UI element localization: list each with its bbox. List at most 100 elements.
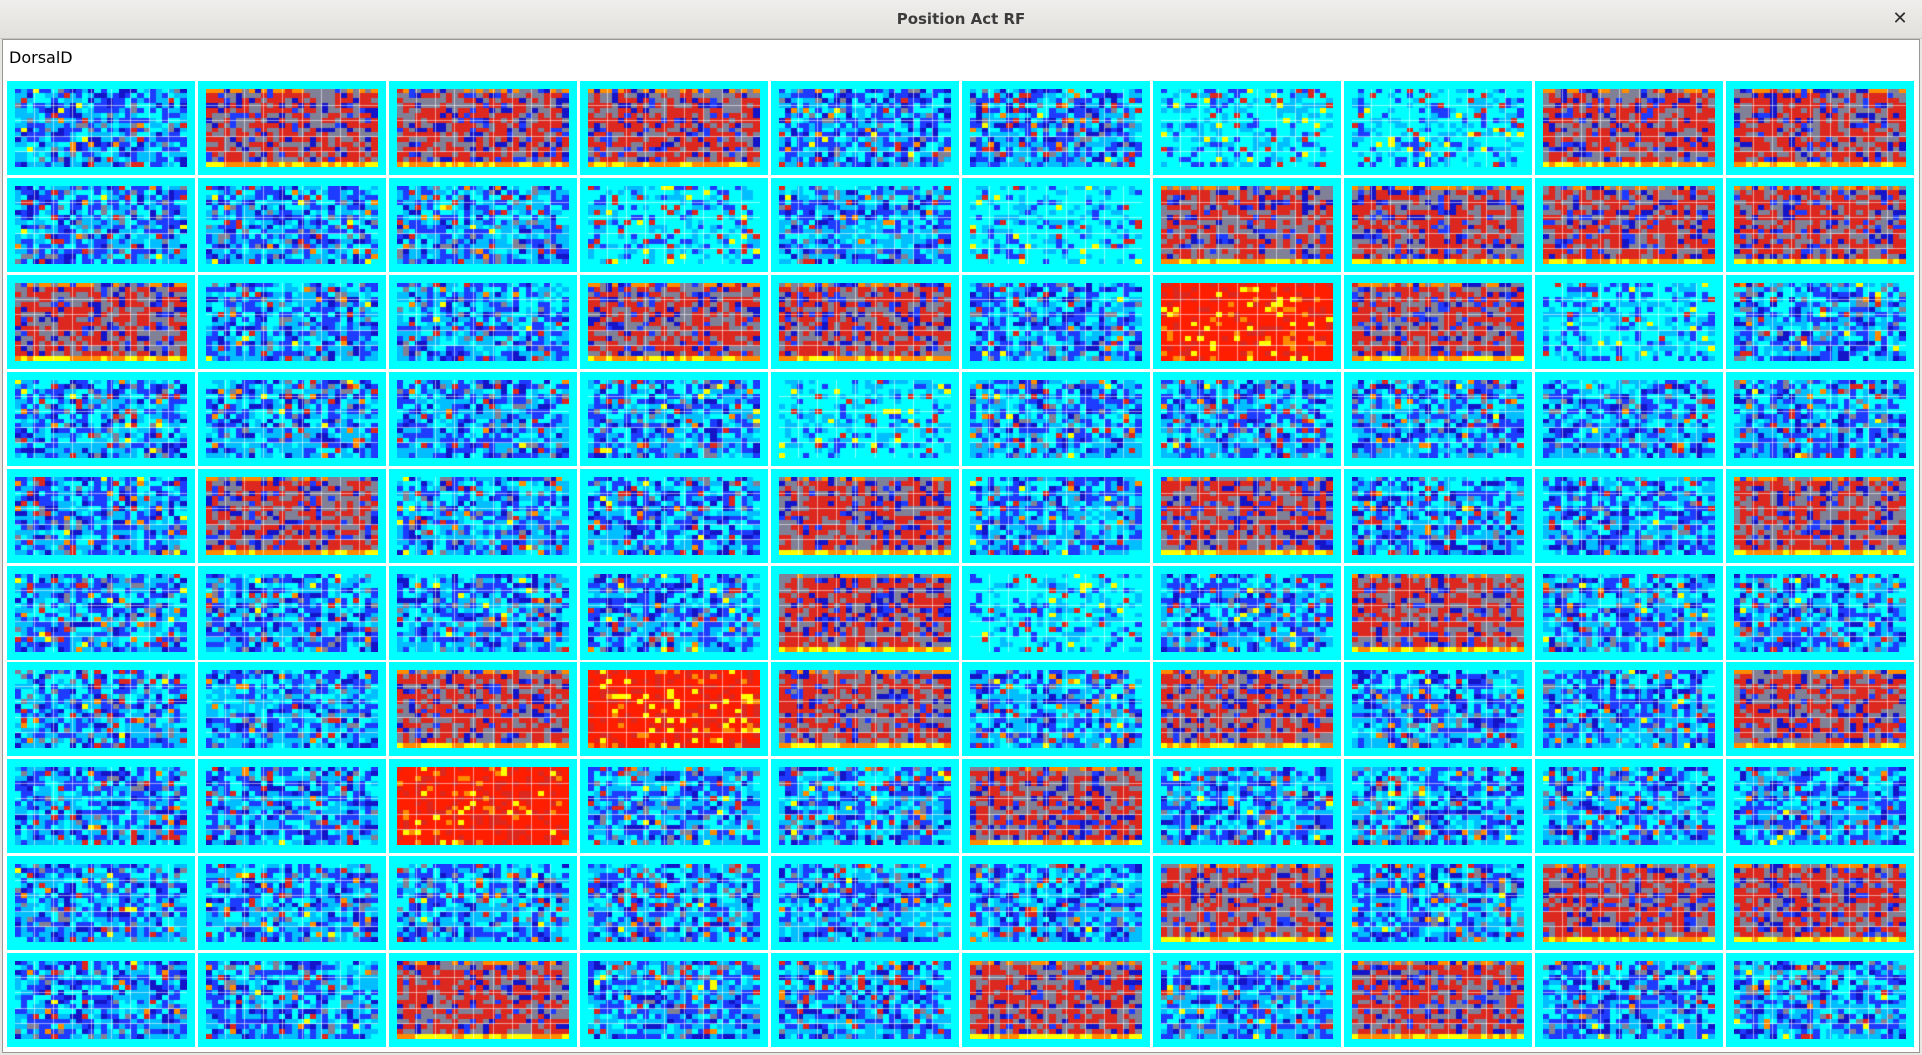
rf-heatmap (1161, 767, 1333, 845)
rf-cell (1535, 662, 1723, 756)
rf-cell (771, 566, 959, 660)
rf-heatmap (970, 864, 1142, 942)
rf-heatmap (15, 380, 187, 458)
rf-cell (389, 372, 577, 466)
rf-heatmap (779, 89, 951, 167)
close-icon[interactable]: ✕ (1892, 8, 1908, 29)
rf-heatmap (1734, 89, 1906, 167)
rf-heatmap (397, 186, 569, 264)
rf-cell (1153, 953, 1341, 1047)
rf-cell (962, 953, 1150, 1047)
window-titlebar: Position Act RF ✕ (0, 0, 1922, 39)
rf-cell (580, 662, 768, 756)
rf-cell (1535, 372, 1723, 466)
window-title: Position Act RF (896, 10, 1026, 28)
rf-cell (198, 469, 386, 563)
rf-heatmap (206, 767, 378, 845)
rf-cell (7, 856, 195, 950)
rf-heatmap (1543, 670, 1715, 748)
rf-heatmap (206, 477, 378, 555)
rf-cell (1153, 662, 1341, 756)
rf-cell (1726, 953, 1914, 1047)
rf-heatmap (970, 767, 1142, 845)
rf-heatmap (206, 380, 378, 458)
rf-heatmap (1543, 380, 1715, 458)
receptive-field-grid (6, 80, 1916, 1049)
rf-heatmap (588, 283, 760, 361)
rf-cell (1726, 662, 1914, 756)
rf-cell (7, 469, 195, 563)
rf-heatmap (15, 186, 187, 264)
rf-heatmap (206, 961, 378, 1039)
rf-heatmap (588, 477, 760, 555)
rf-heatmap (1734, 670, 1906, 748)
rf-cell (1726, 759, 1914, 853)
rf-heatmap (1734, 767, 1906, 845)
rf-cell (198, 856, 386, 950)
rf-heatmap (1734, 961, 1906, 1039)
rf-cell (1726, 469, 1914, 563)
rf-cell (7, 759, 195, 853)
rf-cell (7, 275, 195, 369)
rf-cell (389, 81, 577, 175)
rf-cell (1344, 759, 1532, 853)
rf-heatmap (970, 89, 1142, 167)
rf-heatmap (1161, 864, 1333, 942)
rf-cell (580, 178, 768, 272)
rf-heatmap (970, 283, 1142, 361)
rf-cell (1153, 81, 1341, 175)
rf-cell (1344, 275, 1532, 369)
rf-heatmap (1161, 961, 1333, 1039)
rf-cell (389, 566, 577, 660)
rf-cell (1535, 178, 1723, 272)
rf-cell (198, 566, 386, 660)
rf-heatmap (1352, 89, 1524, 167)
rf-heatmap (1161, 283, 1333, 361)
rf-cell (580, 856, 768, 950)
rf-cell (580, 275, 768, 369)
rf-heatmap (1543, 961, 1715, 1039)
rf-heatmap (970, 961, 1142, 1039)
rf-cell (962, 178, 1150, 272)
rf-cell (1535, 81, 1723, 175)
rf-cell (1153, 178, 1341, 272)
rf-heatmap (1352, 767, 1524, 845)
rf-cell (1344, 856, 1532, 950)
rf-heatmap (1352, 283, 1524, 361)
rf-cell (1535, 469, 1723, 563)
rf-cell (580, 759, 768, 853)
rf-heatmap (588, 961, 760, 1039)
rf-heatmap (1543, 767, 1715, 845)
rf-cell (1726, 372, 1914, 466)
rf-cell (771, 178, 959, 272)
rf-heatmap (1352, 864, 1524, 942)
rf-cell (1726, 275, 1914, 369)
rf-cell (962, 856, 1150, 950)
rf-heatmap (397, 477, 569, 555)
rf-heatmap (1352, 477, 1524, 555)
rf-heatmap (1543, 574, 1715, 652)
rf-cell (962, 566, 1150, 660)
rf-cell (1153, 469, 1341, 563)
rf-cell (1153, 275, 1341, 369)
rf-cell (1726, 856, 1914, 950)
rf-cell (1344, 372, 1532, 466)
rf-cell (389, 953, 577, 1047)
rf-cell (771, 953, 959, 1047)
rf-heatmap (779, 574, 951, 652)
rf-cell (1153, 856, 1341, 950)
rf-cell (771, 81, 959, 175)
rf-heatmap (779, 380, 951, 458)
rf-cell (389, 662, 577, 756)
rf-cell (7, 81, 195, 175)
rf-heatmap (1161, 89, 1333, 167)
rf-heatmap (779, 477, 951, 555)
rf-heatmap (1543, 864, 1715, 942)
rf-cell (771, 662, 959, 756)
rf-heatmap (1161, 574, 1333, 652)
rf-cell (1726, 81, 1914, 175)
rf-cell (389, 759, 577, 853)
rf-cell (962, 662, 1150, 756)
rf-heatmap (1161, 670, 1333, 748)
rf-heatmap (779, 186, 951, 264)
